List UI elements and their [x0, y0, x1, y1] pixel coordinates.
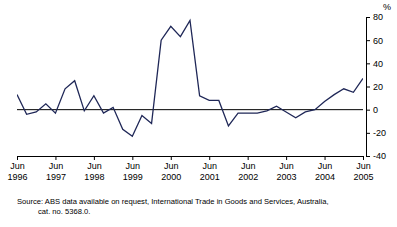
x-axis: Jun1996Jun1997Jun1998Jun1999Jun2000Jun20…: [7, 156, 373, 182]
x-tick: Jun2004: [315, 156, 335, 182]
y-tick-mark: [366, 156, 370, 157]
x-tick: Jun2001: [200, 156, 220, 182]
y-tick-mark: [366, 110, 370, 111]
x-tick-label-part: 1997: [46, 172, 66, 182]
x-tick-label: Jun2000: [161, 161, 181, 182]
x-tick-label-part: Jun: [164, 161, 179, 171]
y-tick-mark: [366, 40, 370, 41]
y-tick-label: 60: [373, 36, 383, 46]
x-tick-label: Jun2004: [315, 161, 335, 182]
y-tick: -20: [366, 128, 386, 138]
x-axis-line: [18, 156, 364, 157]
y-tick-mark: [366, 17, 370, 18]
x-tick-label-part: 2002: [238, 172, 258, 182]
y-axis: -40 -20 0 20 40 60 80: [366, 12, 386, 161]
x-tick-label-part: Jun: [49, 161, 64, 171]
x-tick-mark: [94, 156, 95, 160]
x-tick-label-part: 2004: [315, 172, 335, 182]
x-tick-label: Jun2003: [277, 161, 297, 182]
x-tick-mark: [363, 156, 364, 160]
x-tick-label: Jun2002: [238, 161, 258, 182]
y-tick-mark: [366, 63, 370, 64]
x-tick-mark: [209, 156, 210, 160]
x-tick-mark: [132, 156, 133, 160]
x-tick: Jun1999: [123, 156, 143, 182]
y-tick: 60: [366, 36, 383, 46]
x-tick-label: Jun1999: [123, 161, 143, 182]
x-tick-label-part: Jun: [10, 161, 25, 171]
x-tick-mark: [325, 156, 326, 160]
y-tick: 40: [366, 59, 383, 69]
y-tick-label: 80: [373, 12, 383, 22]
y-tick-label: 20: [373, 82, 383, 92]
x-tick: Jun1997: [46, 156, 66, 182]
source-note: Source: ABS data available on request, I…: [17, 197, 329, 216]
source-line: cat. no. 5368.0.: [38, 207, 90, 216]
x-tick: Jun1998: [84, 156, 104, 182]
x-tick-label: Jun2001: [200, 161, 220, 182]
x-tick: Jun1996: [7, 156, 27, 182]
x-tick-mark: [286, 156, 287, 160]
y-tick-label: -40: [373, 151, 386, 161]
y-tick-label: 40: [373, 59, 383, 69]
x-tick-label-part: 1998: [84, 172, 104, 182]
x-tick-label-part: 2005: [353, 172, 373, 182]
y-tick-label: 0: [373, 105, 378, 115]
x-tick-mark: [171, 156, 172, 160]
x-tick-label-part: Jun: [126, 161, 141, 171]
x-tick-label: Jun1996: [7, 161, 27, 182]
x-tick-label-part: 2000: [161, 172, 181, 182]
x-tick-label-part: Jun: [87, 161, 102, 171]
y-tick: 80: [366, 12, 383, 22]
plot-area: [17, 20, 363, 136]
x-tick: Jun2002: [238, 156, 258, 182]
x-tick-label: Jun2005: [353, 161, 373, 182]
data-line: [17, 20, 363, 136]
x-tick-label-part: Jun: [202, 161, 217, 171]
x-tick-label-part: 1999: [123, 172, 143, 182]
y-tick-label: -20: [373, 128, 386, 138]
x-tick-label: Jun1998: [84, 161, 104, 182]
x-tick-label-part: 2001: [200, 172, 220, 182]
x-tick-label: Jun1997: [46, 161, 66, 182]
x-tick: Jun2000: [161, 156, 181, 182]
y-tick: 20: [366, 82, 383, 92]
y-tick-mark: [366, 87, 370, 88]
chart: Jun1996Jun1997Jun1998Jun1999Jun2000Jun20…: [0, 0, 397, 227]
x-tick-label-part: Jun: [318, 161, 333, 171]
x-tick-mark: [55, 156, 56, 160]
x-tick-label-part: Jun: [241, 161, 256, 171]
x-tick-label-part: 1996: [7, 172, 27, 182]
x-tick: Jun2003: [277, 156, 297, 182]
x-tick: Jun2005: [353, 156, 373, 182]
x-tick-label-part: Jun: [356, 161, 371, 171]
y-axis-title: %: [383, 2, 391, 12]
x-tick-mark: [248, 156, 249, 160]
source-line: Source: ABS data available on request, I…: [17, 197, 329, 206]
x-tick-mark: [17, 156, 18, 160]
y-tick: -40: [366, 151, 386, 161]
x-tick-label-part: 2003: [277, 172, 297, 182]
x-tick-label-part: Jun: [279, 161, 294, 171]
y-tick: 0: [366, 105, 378, 115]
y-tick-mark: [366, 133, 370, 134]
